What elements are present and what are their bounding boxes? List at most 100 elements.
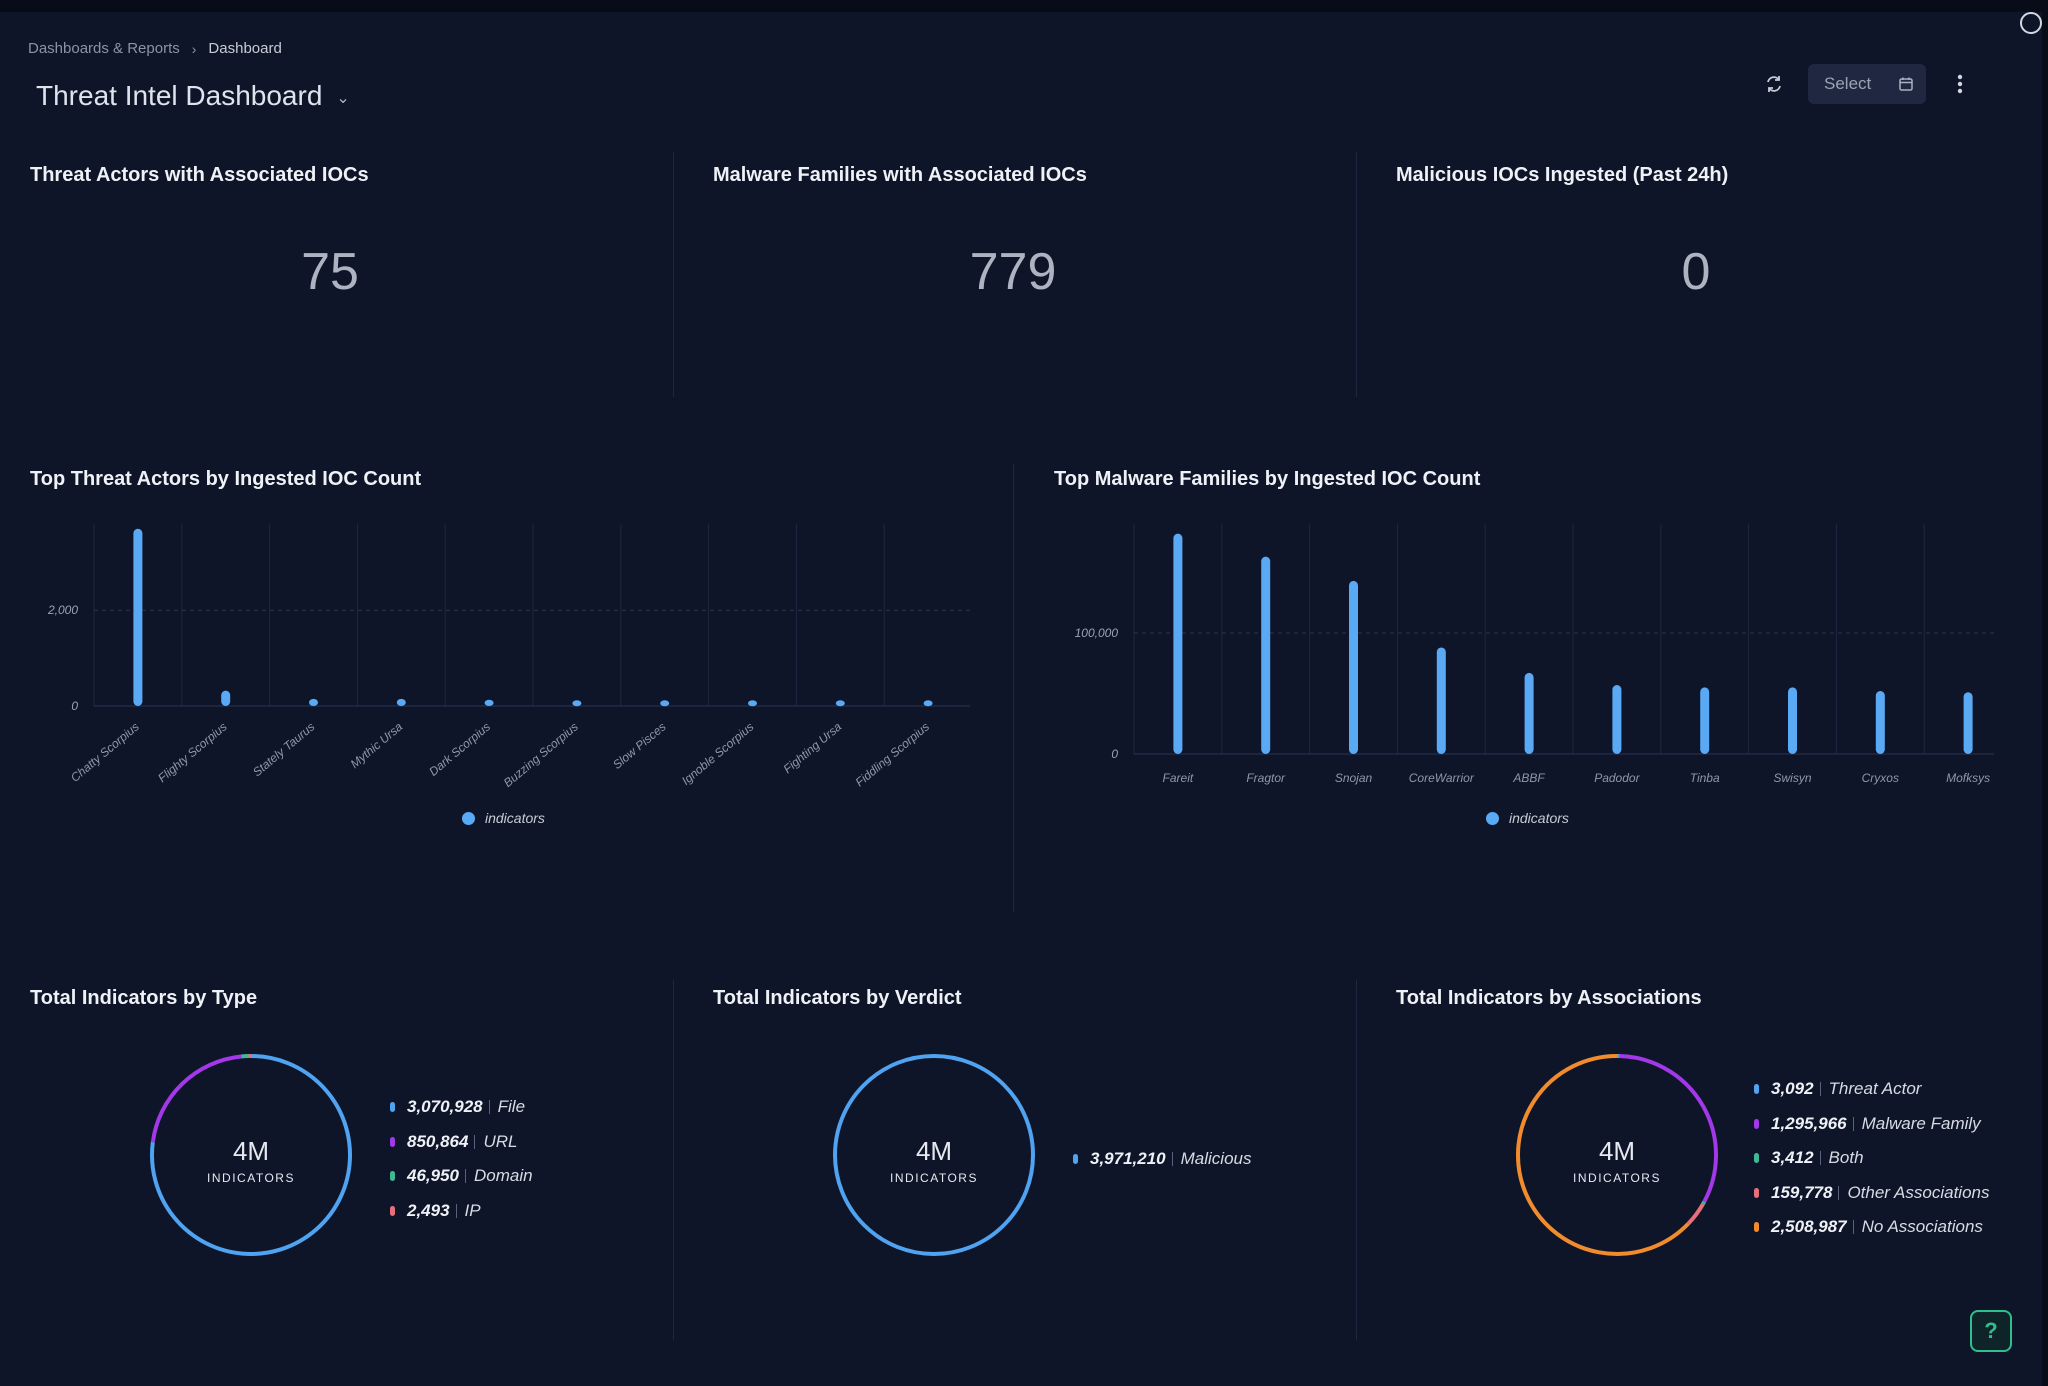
legend-label: File bbox=[497, 1097, 526, 1117]
donut-legend-type: 3,070,928 File 850,864 URL 46,950 Domain 2,493… bbox=[390, 1090, 533, 1228]
kpi-title-malicious-iocs: Malicious IOCs Ingested (Past 24h) bbox=[1396, 164, 1729, 186]
bar[interactable] bbox=[1173, 533, 1183, 754]
breadcrumb-parent[interactable]: Dashboards & Reports bbox=[28, 40, 180, 57]
legend-item[interactable]: 2,493 IP bbox=[390, 1194, 533, 1229]
x-tick-label: Cryxos bbox=[1862, 771, 1899, 785]
divider bbox=[1356, 152, 1357, 397]
bar[interactable] bbox=[1788, 687, 1797, 754]
more-options-button[interactable] bbox=[1940, 64, 1980, 104]
donut-slice[interactable] bbox=[1686, 1202, 1705, 1226]
kpi-title-malware-families: Malware Families with Associated IOCs bbox=[713, 164, 1087, 186]
kpi-value-malicious-iocs: 0 bbox=[1681, 243, 1711, 301]
bar[interactable] bbox=[133, 528, 143, 706]
legend-label: Domain bbox=[474, 1166, 533, 1186]
legend-separator bbox=[1852, 1116, 1854, 1131]
help-button[interactable]: ? bbox=[1970, 1310, 2012, 1352]
legend-value: 1,295,966 bbox=[1771, 1113, 1847, 1133]
divider bbox=[1356, 980, 1357, 1340]
divider bbox=[673, 980, 674, 1340]
bar[interactable] bbox=[1612, 685, 1622, 754]
legend-label: Other Associations bbox=[1847, 1182, 1990, 1202]
bar[interactable] bbox=[1261, 556, 1271, 754]
donut-center-verdict: 4M INDICATORS bbox=[833, 1136, 1035, 1185]
bar[interactable] bbox=[1349, 580, 1358, 754]
legend-item[interactable]: 1,295,966 Malware Family bbox=[1754, 1107, 1990, 1142]
threat-actors-bar-chart: 0 2,000 Chatty Scorpius Flighty Scorpius Sta… bbox=[47, 524, 970, 790]
legend-item[interactable]: 159,778 Other Associations bbox=[1754, 1176, 1990, 1211]
chart-legend-malware-families[interactable]: indicators bbox=[1486, 810, 1569, 826]
chart-title-threat-actors: Top Threat Actors by Ingested IOC Count bbox=[30, 468, 422, 490]
more-vertical-icon bbox=[1957, 74, 1963, 94]
chart-legend-threat-actors[interactable]: indicators bbox=[462, 810, 545, 826]
donut-slice[interactable] bbox=[150, 1054, 242, 1143]
bar[interactable] bbox=[1524, 672, 1534, 754]
legend-separator bbox=[474, 1134, 476, 1149]
legend-value: 2,508,987 bbox=[1771, 1217, 1847, 1237]
legend-label: Malware Family bbox=[1861, 1113, 1981, 1133]
legend-separator bbox=[1171, 1152, 1173, 1167]
bar[interactable] bbox=[1436, 647, 1446, 754]
x-tick-label: Tinba bbox=[1690, 771, 1720, 785]
x-tick-label: Fiddling Scorpius bbox=[853, 720, 933, 790]
chart-title-associations: Total Indicators by Associations bbox=[1396, 987, 1702, 1009]
refresh-button[interactable] bbox=[1754, 64, 1794, 104]
chart-title-type: Total Indicators by Type bbox=[30, 987, 258, 1009]
help-label: ? bbox=[1984, 1318, 1998, 1343]
legend-item[interactable]: 46,950 Domain bbox=[390, 1159, 533, 1194]
x-tick-label: Padodor bbox=[1594, 771, 1640, 785]
bar[interactable] bbox=[1963, 692, 1973, 754]
y-tick-label: 0 bbox=[71, 699, 78, 713]
donut-center-label: INDICATORS bbox=[890, 1171, 978, 1185]
legend-item[interactable]: 3,412 Both bbox=[1754, 1141, 1990, 1176]
bar[interactable] bbox=[1700, 687, 1710, 754]
legend-item[interactable]: 850,864 URL bbox=[390, 1125, 533, 1160]
legend-item[interactable]: 3,070,928 File bbox=[390, 1090, 533, 1125]
refresh-icon bbox=[1767, 76, 1781, 92]
bar[interactable] bbox=[396, 698, 406, 706]
bar[interactable] bbox=[572, 700, 582, 707]
donut-slice[interactable] bbox=[1701, 1200, 1707, 1205]
bar[interactable] bbox=[660, 700, 670, 707]
donut-slice[interactable] bbox=[833, 1054, 1035, 1256]
legend-label: Both bbox=[1828, 1148, 1864, 1168]
y-tick-label: 100,000 bbox=[1075, 626, 1119, 640]
legend-label: indicators bbox=[485, 810, 545, 826]
bar[interactable] bbox=[923, 700, 933, 707]
legend-bullet-icon bbox=[1754, 1222, 1759, 1233]
legend-value: 159,778 bbox=[1771, 1182, 1833, 1202]
dashboard-selector[interactable]: Threat Intel Dashboard ⌄ bbox=[36, 80, 350, 112]
legend-value: 3,070,928 bbox=[407, 1097, 483, 1117]
donut-slice[interactable] bbox=[1516, 1054, 1690, 1256]
legend-value: 46,950 bbox=[407, 1166, 459, 1186]
bar[interactable] bbox=[221, 690, 231, 706]
donut-center-label: INDICATORS bbox=[1573, 1171, 1661, 1185]
x-tick-label: Stately Taurus bbox=[250, 720, 317, 780]
legend-label: indicators bbox=[1509, 810, 1569, 826]
donut-center-value: 4M bbox=[1598, 1136, 1636, 1166]
bar[interactable] bbox=[309, 698, 318, 706]
date-range-placeholder: Select bbox=[1824, 74, 1872, 93]
status-ring-icon[interactable] bbox=[2020, 12, 2042, 34]
bar[interactable] bbox=[1875, 691, 1885, 754]
bar[interactable] bbox=[484, 699, 494, 706]
legend-item[interactable]: 3,971,210 Malicious bbox=[1073, 1142, 1252, 1177]
legend-separator bbox=[455, 1203, 457, 1218]
donut-slice[interactable] bbox=[1619, 1054, 1718, 1203]
legend-label: IP bbox=[464, 1200, 481, 1220]
chart-title-verdict: Total Indicators by Verdict bbox=[713, 987, 962, 1009]
bar[interactable] bbox=[748, 700, 757, 707]
chart-title-malware-families: Top Malware Families by Ingested IOC Cou… bbox=[1054, 468, 1481, 490]
date-range-select[interactable]: Select bbox=[1808, 64, 1926, 104]
legend-value: 3,412 bbox=[1771, 1148, 1814, 1168]
legend-bullet-icon bbox=[1754, 1153, 1759, 1164]
legend-item[interactable]: 2,508,987 No Associations bbox=[1754, 1210, 1990, 1245]
donut-slice[interactable] bbox=[150, 1054, 352, 1256]
toolbar: Select bbox=[1754, 64, 1980, 104]
y-tick-label: 0 bbox=[1111, 747, 1118, 761]
bar[interactable] bbox=[835, 700, 845, 707]
legend-bullet-icon bbox=[1073, 1154, 1078, 1165]
legend-item[interactable]: 3,092 Threat Actor bbox=[1754, 1072, 1990, 1107]
legend-dot-icon bbox=[1486, 811, 1499, 825]
chevron-down-icon: ⌄ bbox=[336, 90, 350, 107]
legend-bullet-icon bbox=[1754, 1187, 1759, 1198]
